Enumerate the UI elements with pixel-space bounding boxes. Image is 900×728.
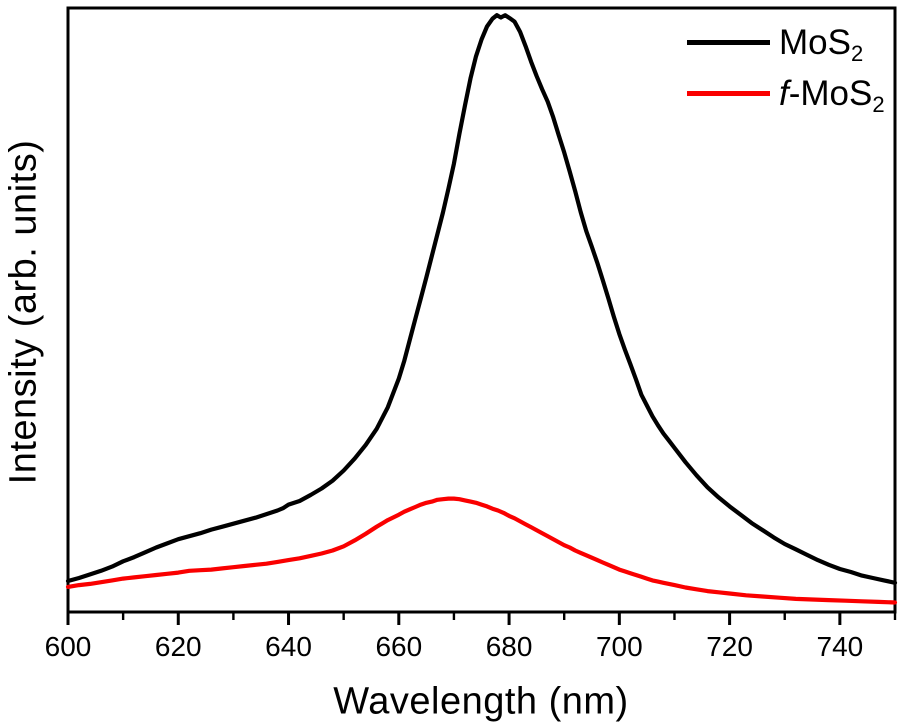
legend-label-subscript: 2 <box>872 92 885 118</box>
legend-label-main: -MoS <box>788 74 873 113</box>
legend: MoS2 f-MoS2 <box>687 17 885 119</box>
legend-line-icon-f-mos2 <box>687 91 770 96</box>
legend-label-prefix: f <box>779 74 789 113</box>
y-axis-label: Intensity (arb. units) <box>2 139 45 485</box>
curve-f-mos2 <box>65 496 898 605</box>
x-tick-label: 740 <box>817 631 864 662</box>
x-tick-label: 620 <box>155 631 202 662</box>
legend-item-mos2: MoS2 <box>687 17 885 68</box>
legend-label-f-mos2: f-MoS2 <box>779 74 885 116</box>
legend-line-icon-mos2 <box>687 40 770 45</box>
x-tick-label: 660 <box>375 631 422 662</box>
legend-label-mos2: MoS2 <box>779 23 863 65</box>
legend-label-subscript: 2 <box>850 41 864 67</box>
x-tick-label: 720 <box>706 631 753 662</box>
axes-frame <box>66 6 897 614</box>
x-axis-label: Wavelength (nm) <box>333 680 629 723</box>
x-tick-label: 680 <box>486 631 533 662</box>
legend-label-main: MoS <box>779 23 851 62</box>
x-tick-label: 640 <box>265 631 312 662</box>
x-tick-label: 600 <box>45 631 92 662</box>
curve-mos2 <box>65 13 898 585</box>
legend-item-f-mos2: f-MoS2 <box>687 68 885 119</box>
x-tick-label: 700 <box>596 631 643 662</box>
